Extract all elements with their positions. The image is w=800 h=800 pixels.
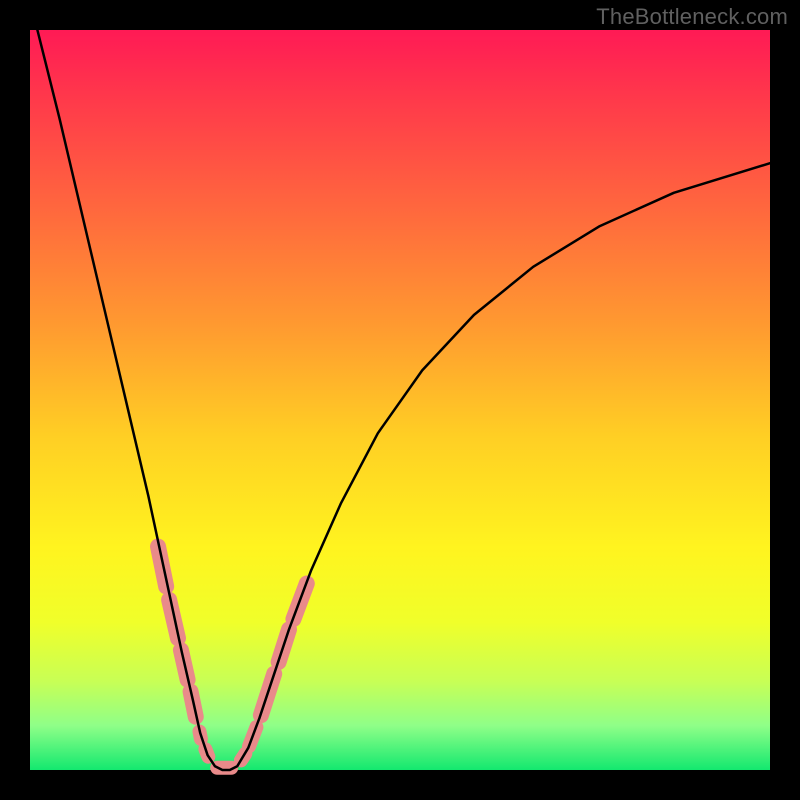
watermark-text: TheBottleneck.com bbox=[596, 4, 788, 30]
bottleneck-chart bbox=[0, 0, 800, 800]
chart-container: TheBottleneck.com bbox=[0, 0, 800, 800]
